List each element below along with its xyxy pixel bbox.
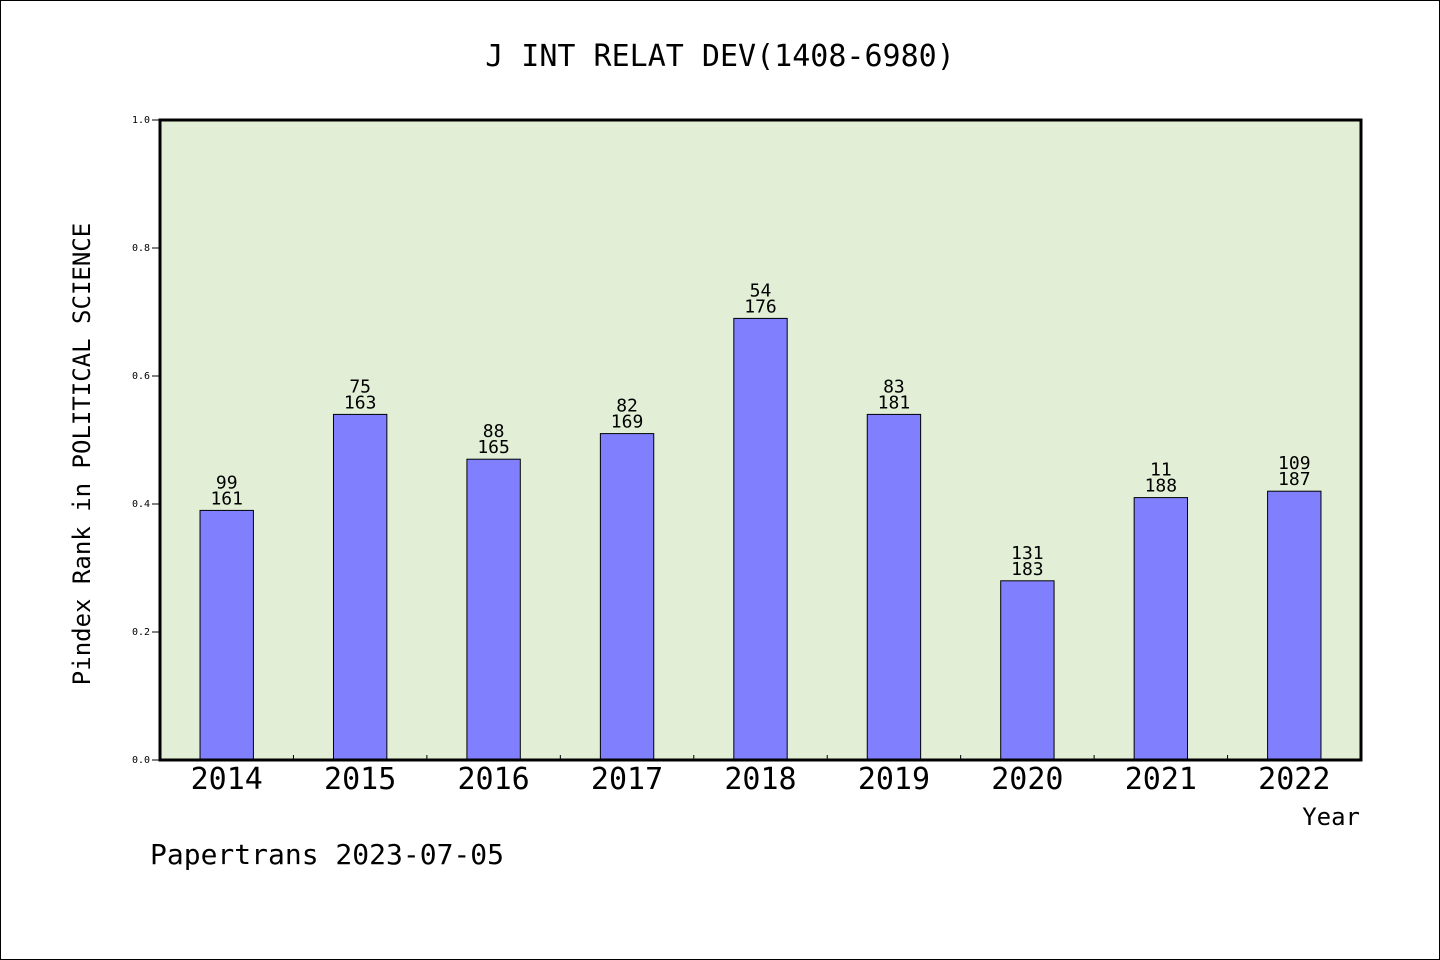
total-label-2014: 161 — [210, 488, 243, 509]
x-tick-label-2015: 2015 — [324, 762, 396, 797]
y-tick-label: 0.4 — [132, 499, 150, 510]
bar-2018 — [733, 317, 788, 761]
bar-2015 — [332, 413, 388, 761]
total-label-2019: 181 — [878, 392, 911, 413]
bar-2022 — [1267, 490, 1322, 761]
rank-label-2018: 54 — [750, 280, 772, 301]
rank-label-2017: 82 — [616, 396, 638, 417]
x-axis-label: Year — [1302, 803, 1360, 831]
y-axis-label: Pindex Rank in POLITICAL SCIENCE — [68, 223, 96, 685]
rank-label-2021: 11 — [1150, 460, 1172, 481]
rank-label-2022: 109 — [1278, 453, 1311, 474]
x-tick-label-2022: 2022 — [1258, 762, 1330, 797]
rank-label-2014: 99 — [216, 472, 238, 493]
y-tick-label: 1.0 — [132, 115, 150, 126]
plot-border — [158, 118, 1363, 762]
rank-label-2016: 88 — [483, 421, 505, 442]
x-tick-label-2018: 2018 — [724, 762, 796, 797]
y-tick-label: 0.6 — [132, 371, 150, 382]
x-tick-label-2020: 2020 — [991, 762, 1063, 797]
bar-2014 — [199, 509, 254, 761]
bar-2019 — [866, 413, 922, 761]
rank-label-2019: 83 — [883, 376, 905, 397]
x-tick-label-2017: 2017 — [591, 762, 663, 797]
x-tick-label-2014: 2014 — [191, 762, 263, 797]
y-tick-label: 0.8 — [132, 243, 150, 254]
footer-credit: Papertrans 2023-07-05 — [150, 838, 504, 871]
bar-2016 — [466, 458, 521, 761]
bar-2017 — [599, 433, 655, 761]
x-tick-label-2021: 2021 — [1125, 762, 1197, 797]
y-tick-label: 0.0 — [132, 755, 150, 766]
chart-title: J INT RELAT DEV(1408-6980) — [485, 39, 955, 74]
bar-2020 — [1000, 580, 1055, 761]
y-tick-label: 0.2 — [132, 627, 150, 638]
total-label-2020: 183 — [1011, 559, 1044, 580]
total-label-2016: 165 — [477, 437, 510, 458]
bar-2021 — [1133, 497, 1189, 761]
total-label-2018: 176 — [744, 296, 777, 317]
total-label-2017: 169 — [611, 412, 644, 433]
total-label-2022: 187 — [1278, 469, 1311, 490]
rank-label-2015: 75 — [349, 376, 371, 397]
total-label-2021: 188 — [1145, 476, 1178, 497]
total-label-2015: 163 — [344, 392, 377, 413]
x-tick-label-2016: 2016 — [457, 762, 529, 797]
x-tick-label-2019: 2019 — [858, 762, 930, 797]
rank-label-2020: 131 — [1011, 543, 1044, 564]
